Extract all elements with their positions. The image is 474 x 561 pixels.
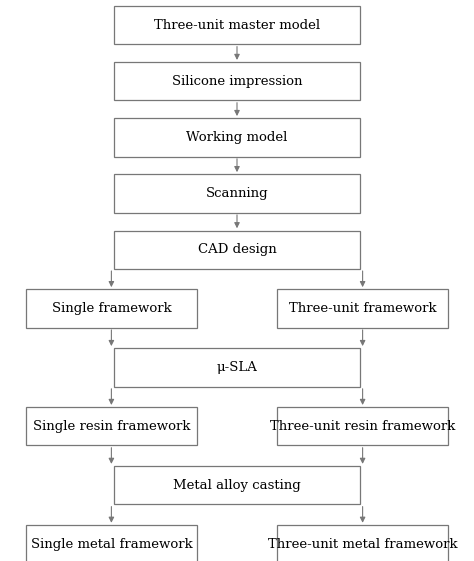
Text: CAD design: CAD design: [198, 243, 276, 256]
FancyBboxPatch shape: [114, 62, 360, 100]
Text: μ-SLA: μ-SLA: [217, 361, 257, 374]
FancyBboxPatch shape: [114, 174, 360, 213]
Text: Working model: Working model: [186, 131, 288, 144]
FancyBboxPatch shape: [114, 348, 360, 387]
FancyBboxPatch shape: [26, 407, 197, 445]
FancyBboxPatch shape: [114, 231, 360, 269]
Text: Metal alloy casting: Metal alloy casting: [173, 479, 301, 492]
Text: Three-unit metal framework: Three-unit metal framework: [268, 537, 457, 551]
FancyBboxPatch shape: [277, 289, 448, 328]
Text: Scanning: Scanning: [206, 187, 268, 200]
FancyBboxPatch shape: [26, 289, 197, 328]
FancyBboxPatch shape: [114, 6, 360, 44]
FancyBboxPatch shape: [114, 118, 360, 157]
Text: Three-unit framework: Three-unit framework: [289, 302, 437, 315]
Text: Silicone impression: Silicone impression: [172, 75, 302, 88]
FancyBboxPatch shape: [114, 466, 360, 504]
Text: Single framework: Single framework: [52, 302, 171, 315]
Text: Three-unit resin framework: Three-unit resin framework: [270, 420, 456, 433]
Text: Three-unit master model: Three-unit master model: [154, 19, 320, 32]
Text: Single metal framework: Single metal framework: [30, 537, 192, 551]
FancyBboxPatch shape: [277, 525, 448, 561]
FancyBboxPatch shape: [26, 525, 197, 561]
FancyBboxPatch shape: [277, 407, 448, 445]
Text: Single resin framework: Single resin framework: [33, 420, 190, 433]
